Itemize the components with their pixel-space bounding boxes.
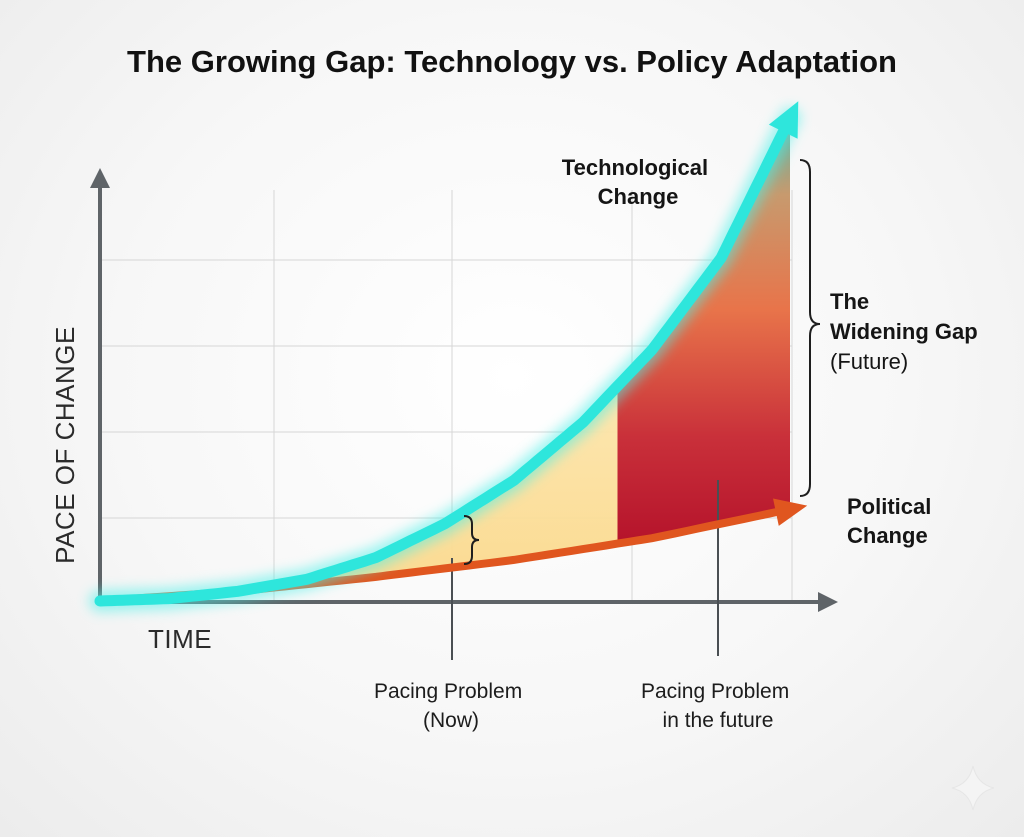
pacing-future-label: Pacing Problem in the future xyxy=(641,680,795,732)
pacing-now-label: Pacing Problem (Now) xyxy=(374,680,528,732)
widening-gap-label-line1: Widening Gap xyxy=(830,319,978,344)
pacing-now-label-line1: Pacing Problem xyxy=(374,680,522,703)
grid xyxy=(100,190,793,602)
political-change-label-line2: Change xyxy=(847,523,928,548)
pacing-future-label-line2: in the future xyxy=(663,709,774,732)
political-change-label-line1: Political xyxy=(847,494,931,519)
technological-change-label: Technological Change xyxy=(562,155,714,209)
pacing-now-label-line2: (Now) xyxy=(423,709,479,732)
sparkle-icon xyxy=(951,765,995,811)
political-change-label: Political Change xyxy=(847,494,937,548)
present-gap-brace xyxy=(463,515,480,565)
political-change-arrowhead xyxy=(773,498,808,526)
technological-change-label-line1: Technological xyxy=(562,155,708,180)
widening-gap-brace xyxy=(799,159,821,497)
present-gap-area xyxy=(100,386,618,601)
technological-change-label-line2: Change xyxy=(598,184,679,209)
y-axis-label: PACE OF CHANGE xyxy=(50,326,80,564)
chart-title: The Growing Gap: Technology vs. Policy A… xyxy=(127,44,897,79)
widening-gap-label-title: The xyxy=(830,289,869,314)
technological-change-arrowhead xyxy=(768,101,799,139)
widening-gap-label: The Widening Gap (Future) xyxy=(830,289,982,374)
x-axis-label: TIME xyxy=(148,624,212,654)
pacing-future-label-line1: Pacing Problem xyxy=(641,680,789,703)
widening-gap-label-line2: (Future) xyxy=(830,349,908,374)
technological-change-line xyxy=(94,112,796,607)
